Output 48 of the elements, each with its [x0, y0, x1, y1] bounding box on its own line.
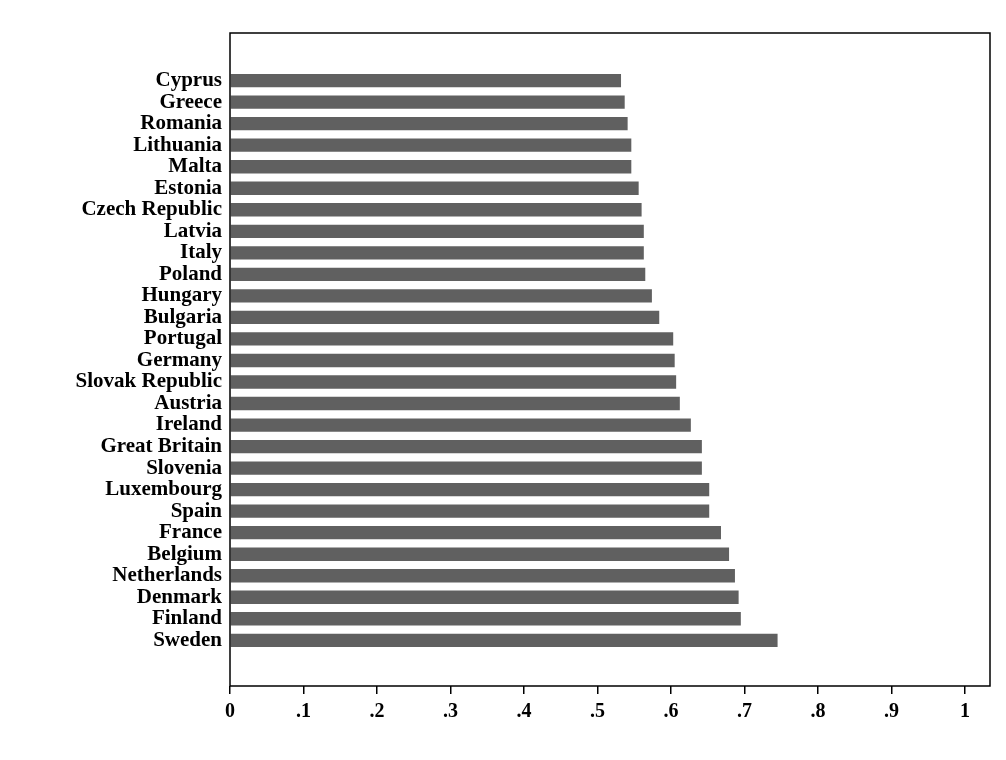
- x-tick-label: .7: [737, 699, 753, 722]
- y-tick-label: Italy: [180, 239, 223, 264]
- bar: [230, 332, 674, 346]
- bar: [230, 375, 677, 389]
- bar: [230, 160, 632, 174]
- x-tick-label: .5: [590, 699, 605, 722]
- bar: [230, 267, 646, 282]
- x-tick-label: 0: [225, 699, 235, 722]
- bar: [230, 396, 680, 411]
- y-tick-label: Hungary: [141, 282, 223, 307]
- y-tick-label: Czech Republic: [81, 196, 222, 221]
- bar: [230, 633, 778, 647]
- bar: [230, 181, 639, 195]
- bar: [230, 526, 721, 540]
- bar: [230, 203, 642, 217]
- x-tick-label: .9: [884, 699, 900, 722]
- bar: [230, 569, 735, 583]
- bar: [230, 439, 702, 454]
- x-tick-label: .6: [663, 699, 679, 722]
- y-tick-label: Belgium: [147, 540, 223, 565]
- bar: [230, 138, 632, 152]
- bar: [230, 246, 644, 260]
- bar: [230, 95, 625, 109]
- bar: [230, 590, 739, 604]
- bar: [230, 504, 710, 518]
- x-tick-label: .1: [296, 699, 311, 722]
- x-tick-label: .3: [443, 699, 458, 722]
- x-tick-label: .8: [810, 699, 826, 722]
- y-tick-label: Luxembourg: [105, 476, 223, 501]
- y-tick-label: Great Britain: [100, 433, 223, 457]
- bar: [230, 418, 691, 432]
- y-tick-label: Slovenia: [146, 454, 223, 479]
- bar: [230, 73, 622, 88]
- y-tick-label: Cyprus: [155, 67, 222, 92]
- bar: [230, 224, 644, 238]
- bar: [230, 289, 652, 303]
- bar: [230, 547, 730, 561]
- y-tick-label: Ireland: [155, 411, 223, 436]
- y-tick-label: Denmark: [136, 583, 223, 608]
- x-tick-label: .2: [369, 699, 385, 722]
- bar: [230, 482, 710, 497]
- x-tick-label: 1: [960, 699, 971, 722]
- bar: [230, 116, 628, 131]
- bar: [230, 353, 675, 368]
- bar: [230, 612, 741, 626]
- bar: [230, 310, 660, 325]
- bar: [230, 461, 702, 475]
- x-tick-label: .4: [516, 699, 532, 722]
